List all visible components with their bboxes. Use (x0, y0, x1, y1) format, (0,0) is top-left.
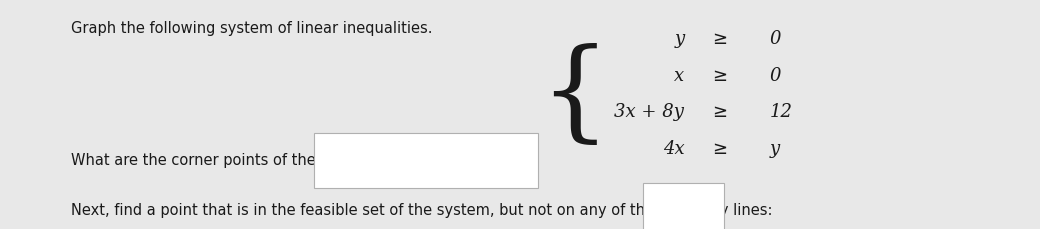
Text: y: y (674, 30, 684, 48)
Text: 0: 0 (770, 30, 781, 48)
Text: 3x + 8y: 3x + 8y (615, 103, 684, 121)
Text: 4x: 4x (662, 140, 684, 158)
Text: What are the corner points of the system?: What are the corner points of the system… (71, 153, 381, 168)
FancyBboxPatch shape (643, 183, 724, 229)
FancyBboxPatch shape (314, 133, 538, 188)
Text: {: { (539, 43, 609, 150)
Text: y: y (770, 140, 780, 158)
Text: Next, find a point that is in the feasible set of the system, but not on any of : Next, find a point that is in the feasib… (71, 203, 773, 218)
Text: ≥: ≥ (712, 140, 727, 158)
Text: x: x (674, 67, 684, 85)
Text: 12: 12 (770, 103, 792, 121)
Text: ≥: ≥ (712, 67, 727, 85)
Text: Graph the following system of linear inequalities.: Graph the following system of linear ine… (71, 21, 433, 36)
Text: ≥: ≥ (712, 30, 727, 48)
Text: ≥: ≥ (712, 103, 727, 121)
Text: 0: 0 (770, 67, 781, 85)
